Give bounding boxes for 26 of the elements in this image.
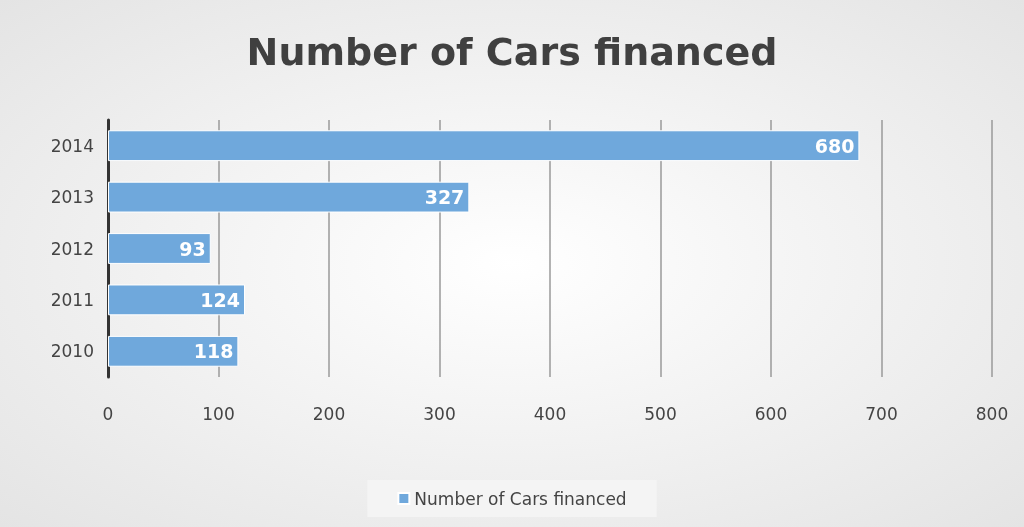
x-tick-label: 600 xyxy=(754,403,788,424)
chart-title: Number of Cars financed xyxy=(246,30,778,74)
data-label: 327 xyxy=(424,186,465,209)
x-tick-label: 400 xyxy=(533,403,567,424)
bar xyxy=(108,181,470,213)
data-label: 118 xyxy=(193,340,234,363)
data-label: 93 xyxy=(179,237,206,260)
y-tick-label: 2011 xyxy=(50,289,94,310)
bar xyxy=(108,233,211,264)
data-label: 124 xyxy=(200,288,241,311)
x-tick-label: 500 xyxy=(644,403,677,424)
x-tick-label: 200 xyxy=(312,403,346,424)
x-tick-label: 100 xyxy=(202,403,235,424)
y-tick-label: 2013 xyxy=(50,187,94,208)
legend-label: Number of Cars financed xyxy=(414,488,627,509)
x-tick-label: 700 xyxy=(865,403,898,424)
y-tick-label: 2010 xyxy=(50,341,94,362)
y-tick-label: 2012 xyxy=(50,238,94,259)
y-tick-label: 2014 xyxy=(50,135,94,156)
bar xyxy=(108,335,239,367)
bar xyxy=(108,284,246,316)
bar xyxy=(108,130,860,162)
data-label: 680 xyxy=(814,134,855,157)
x-tick-label: 300 xyxy=(423,403,456,424)
x-tick-label: 800 xyxy=(975,403,1009,424)
x-tick-label: 0 xyxy=(102,403,114,424)
